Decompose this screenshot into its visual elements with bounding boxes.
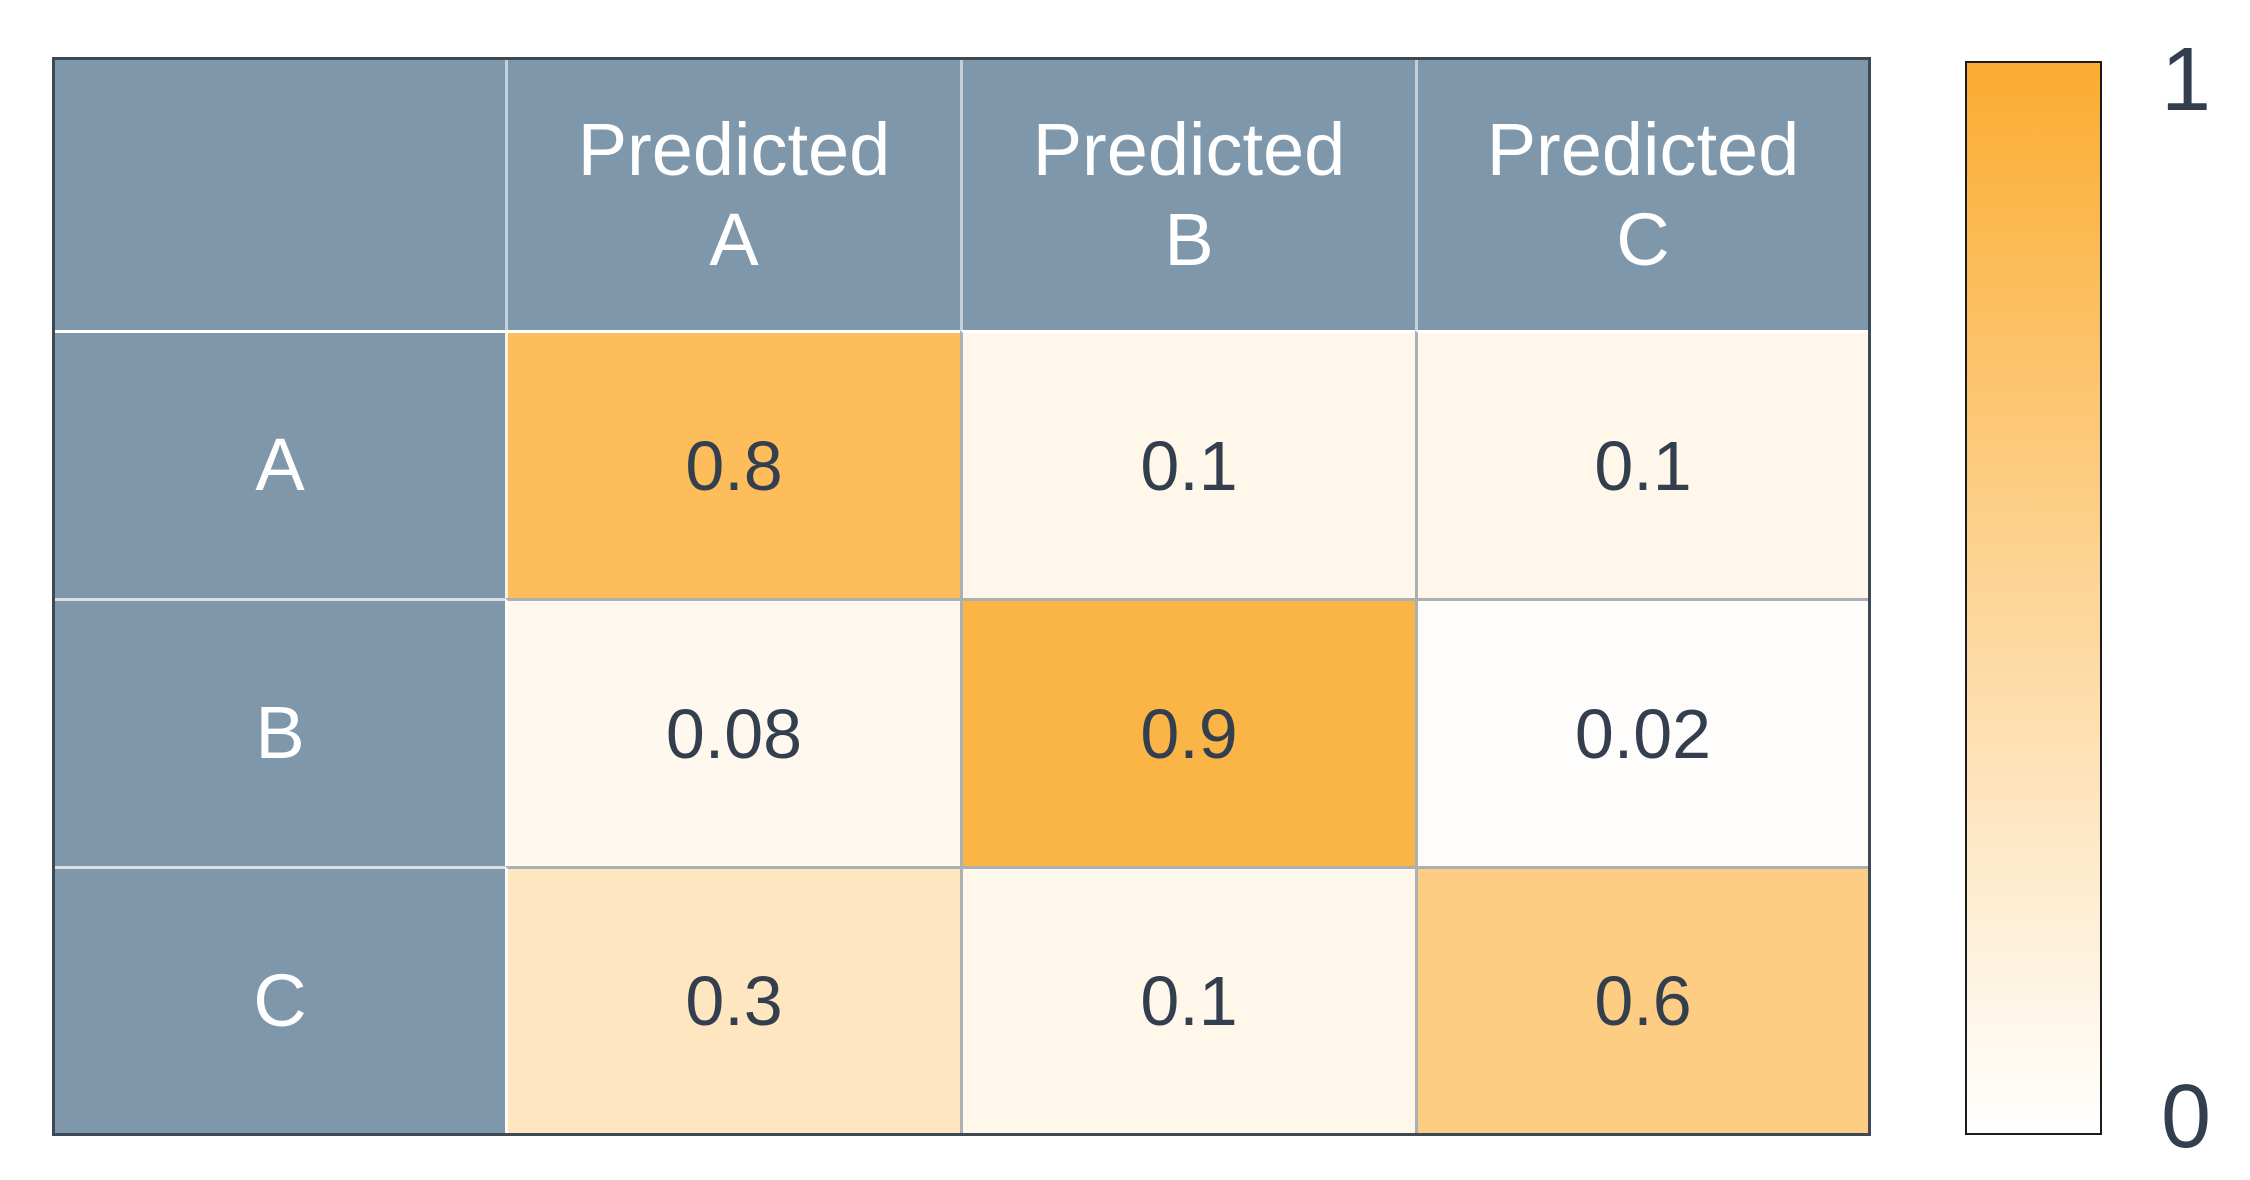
column-header-cell: Predicted A (505, 60, 960, 330)
heatmap-value-cell: 0.8 (505, 330, 960, 598)
row-label-cell: A (55, 330, 505, 598)
column-header-line: A (709, 198, 759, 281)
confusion-matrix: Predicted A Predicted B Predicted C A 0.8 0.1 0.1… (52, 57, 1871, 1136)
corner-cell (55, 60, 505, 330)
column-header-line: Predicted (577, 107, 891, 191)
colorbar-min-label: 0 (2161, 1067, 2212, 1167)
colorbar-max-label: 1 (2161, 30, 2212, 130)
column-header-cell: Predicted B (960, 60, 1415, 330)
column-header-line: B (1164, 198, 1214, 281)
column-header-line: C (1616, 198, 1670, 281)
heatmap-value-cell: 0.02 (1415, 598, 1868, 866)
heatmap-value-cell: 0.9 (960, 598, 1415, 866)
heatmap-value-cell: 0.3 (505, 866, 960, 1133)
column-header-line: Predicted (1032, 107, 1346, 191)
heatmap-value-cell: 0.08 (505, 598, 960, 866)
row-label-cell: C (55, 866, 505, 1133)
column-header-line: Predicted (1486, 107, 1800, 191)
heatmap-value-cell: 0.1 (960, 330, 1415, 598)
column-header-cell: Predicted C (1415, 60, 1868, 330)
heatmap-value-cell: 0.1 (960, 866, 1415, 1133)
heatmap-value-cell: 0.1 (1415, 330, 1868, 598)
heatmap-value-cell: 0.6 (1415, 866, 1868, 1133)
row-label-cell: B (55, 598, 505, 866)
colorbar (1965, 61, 2102, 1135)
